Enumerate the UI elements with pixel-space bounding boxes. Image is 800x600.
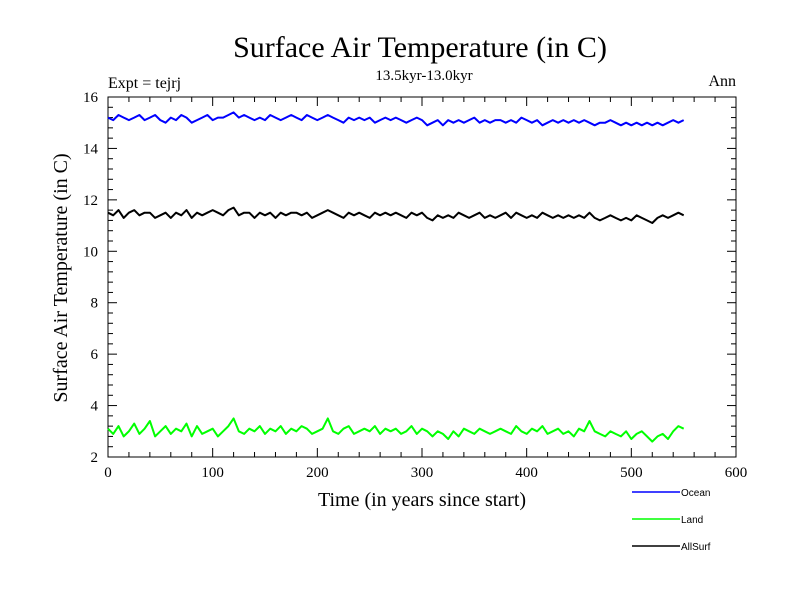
y-axis: 2 4 6 8 10 12 14 16	[83, 90, 736, 466]
plot-frame	[107, 96, 737, 458]
series-line-allsurf	[107, 206, 685, 224]
y-tick-label: 16	[83, 90, 99, 106]
chart-subtitle: 13.5kyr-13.0kyr	[375, 68, 472, 84]
experiment-label: Expt = tejrj	[108, 75, 181, 92]
x-tick-label: 600	[725, 465, 748, 481]
y-tick-label: 14	[83, 141, 99, 157]
y-tick-label: 2	[91, 450, 99, 466]
y-tick-label: 6	[91, 347, 99, 363]
legend: Ocean Land AllSurf	[632, 488, 711, 553]
x-tick-label: 0	[104, 465, 112, 481]
y-tick-label: 10	[83, 244, 98, 260]
plot-border	[107, 96, 737, 458]
x-tick-label: 500	[620, 465, 643, 481]
y-axis-label: Surface Air Temperature (in C)	[50, 153, 72, 402]
x-axis: 0 100 200 300 400 500 600	[104, 97, 747, 481]
x-tick-label: 400	[515, 465, 538, 481]
x-axis-label: Time (in years since start)	[318, 489, 526, 511]
x-tick-label: 300	[411, 465, 434, 481]
series-line-land	[107, 417, 685, 443]
legend-label: AllSurf	[681, 542, 711, 553]
series-line-ocean	[107, 111, 685, 127]
y-tick-label: 12	[83, 193, 98, 209]
y-tick-label: 8	[91, 296, 99, 312]
chart-title: Surface Air Temperature (in C)	[233, 31, 607, 64]
y-tick-label: 4	[91, 399, 99, 415]
legend-label: Land	[681, 515, 703, 526]
x-tick-label: 100	[201, 465, 224, 481]
legend-label: Ocean	[681, 488, 710, 499]
x-tick-label: 200	[306, 465, 329, 481]
series-lines	[107, 111, 685, 443]
season-label: Ann	[708, 73, 736, 90]
